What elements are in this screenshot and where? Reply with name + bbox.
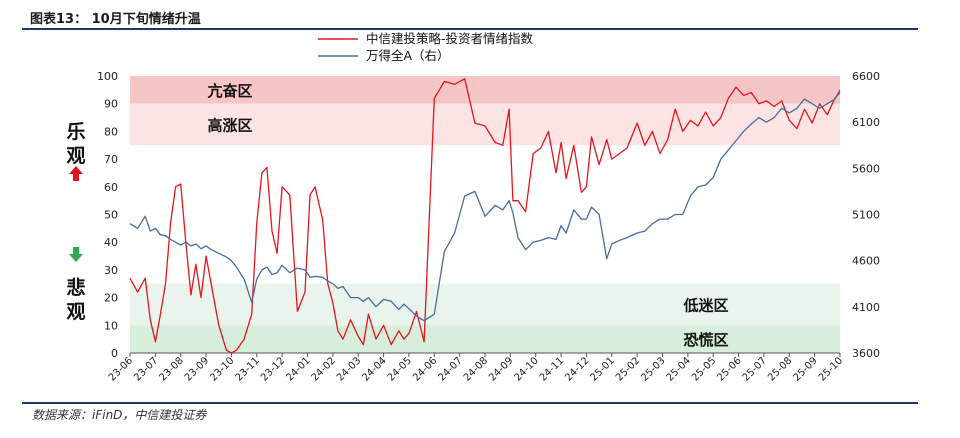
- zone-band-3: [130, 325, 840, 353]
- y-left-tick-label-2: 20: [104, 292, 118, 305]
- x-tick-label-5: 23-11: [234, 355, 262, 383]
- x-tick-label-14: 24-08: [462, 355, 490, 383]
- zone-band-1: [130, 103, 840, 146]
- x-tick-label-10: 24-04: [360, 355, 388, 383]
- y-right-tick-label-6: 6600: [852, 70, 880, 83]
- y-left-tick-label-6: 60: [104, 181, 118, 194]
- x-tick-label-6: 23-12: [259, 355, 287, 383]
- y-right-tick-label-1: 4100: [852, 301, 880, 314]
- y-left-tick-label-1: 10: [104, 319, 118, 332]
- x-tick-label-12: 24-06: [411, 355, 439, 383]
- zone-label-3: 恐慌区: [683, 331, 728, 349]
- y-left-tick-label-8: 80: [104, 125, 118, 138]
- y-left-tick-label-10: 100: [97, 70, 118, 83]
- y-right-tick-label-3: 5100: [852, 209, 880, 222]
- x-tick-label-1: 23-07: [132, 355, 160, 383]
- x-tick-label-17: 24-11: [538, 355, 566, 383]
- figure-title: 图表13： 10月下旬情绪升温: [30, 12, 201, 27]
- side-label-up-1: 乐: [66, 121, 85, 143]
- x-tick-label-21: 25-03: [639, 355, 667, 383]
- y-left-tick-label-9: 90: [104, 98, 118, 111]
- report-header: 图表13： 10月下旬情绪升温: [22, 6, 918, 30]
- series-line-0: [129, 78, 841, 354]
- x-tick-label-28: 25-10: [817, 355, 845, 383]
- y-left-tick-label-5: 50: [104, 209, 118, 222]
- side-label-down-2: 观: [66, 301, 85, 323]
- x-tick-label-2: 23-08: [158, 355, 186, 383]
- y-right-tick-label-2: 4600: [852, 255, 880, 268]
- x-tick-label-20: 25-02: [614, 355, 642, 383]
- x-tick-label-19: 25-01: [589, 355, 617, 383]
- side-label-up-2: 观: [66, 145, 85, 167]
- y-right-tick-label-4: 5600: [852, 162, 880, 175]
- zone-label-0: 亢奋区: [207, 82, 252, 100]
- y-right-tick-label-0: 3600: [852, 347, 880, 360]
- x-tick-label-13: 24-07: [436, 355, 464, 383]
- down-arrow-icon: [69, 247, 83, 262]
- y-left-tick-label-4: 40: [104, 236, 118, 249]
- y-left-tick-label-3: 30: [104, 264, 118, 277]
- x-tick-label-7: 24-01: [284, 355, 312, 383]
- up-arrow-icon: [69, 166, 83, 181]
- y-right-tick-label-5: 6100: [852, 116, 880, 129]
- series-line-1: [129, 89, 841, 322]
- header-rule: [22, 28, 918, 30]
- legend-label-0: 中信建投策略-投资者情绪指数: [366, 31, 534, 46]
- source-note: 数据来源：iFinD，中信建投证券: [32, 408, 207, 422]
- x-tick-label-4: 23-10: [208, 355, 236, 383]
- x-tick-label-11: 24-05: [386, 355, 414, 383]
- footer-rule: [22, 402, 918, 404]
- side-label-down-1: 悲: [66, 276, 85, 299]
- x-tick-label-26: 25-08: [766, 355, 794, 383]
- x-tick-label-27: 25-09: [791, 355, 819, 383]
- zone-label-2: 低迷区: [682, 297, 728, 315]
- legend-label-1: 万得全A（右）: [366, 48, 450, 63]
- x-tick-label-3: 23-09: [183, 355, 211, 383]
- zone-label-1: 高涨区: [207, 116, 252, 134]
- x-tick-label-18: 24-12: [563, 355, 591, 383]
- x-tick-label-15: 24-09: [487, 355, 515, 383]
- y-left-tick-label-0: 0: [111, 347, 118, 360]
- x-tick-label-16: 24-10: [513, 355, 541, 383]
- zone-band-0: [130, 76, 840, 104]
- y-left-tick-label-7: 70: [104, 153, 118, 166]
- x-tick-label-24: 25-06: [715, 355, 743, 383]
- x-tick-label-8: 24-02: [310, 355, 338, 383]
- zone-band-2: [130, 283, 840, 326]
- x-tick-label-9: 24-03: [335, 355, 363, 383]
- x-tick-label-25: 25-07: [741, 355, 769, 383]
- x-tick-label-23: 25-05: [690, 355, 718, 383]
- x-tick-label-22: 25-04: [665, 355, 693, 383]
